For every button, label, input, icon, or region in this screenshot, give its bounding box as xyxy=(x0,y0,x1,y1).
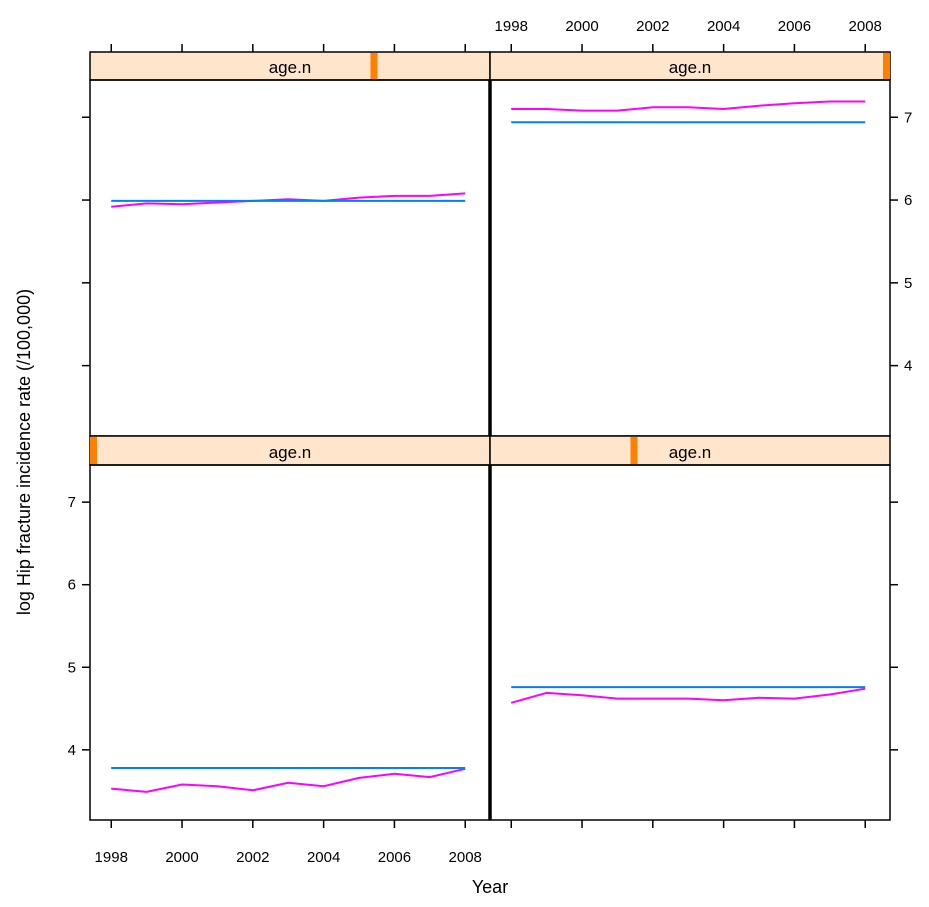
x-tick-label: 2002 xyxy=(236,849,269,866)
panel-top-left: age.n xyxy=(89,51,491,437)
x-tick-label: 2008 xyxy=(849,18,882,35)
panel-frame xyxy=(89,464,491,821)
panels-layer: age.n age.n age.n age.n xyxy=(89,51,891,821)
strip-background xyxy=(489,435,891,466)
y-tick-label: 5 xyxy=(904,275,912,292)
strip-label: age.n xyxy=(269,443,312,462)
x-tick-label: 2006 xyxy=(778,18,811,35)
y-tick-label: 7 xyxy=(904,109,912,126)
strip-level-marker xyxy=(370,53,378,79)
y-tick-label: 7 xyxy=(68,494,76,511)
x-tick-label: 2008 xyxy=(449,849,482,866)
axes-layer: 1998 2000 2002 2004 2006 2008 1998 2000 2002 2004… xyxy=(68,18,913,866)
strip-level-marker xyxy=(883,53,890,79)
strip-label: age.n xyxy=(669,443,712,462)
x-tick-label: 2000 xyxy=(165,849,198,866)
y-tick-label: 4 xyxy=(904,358,912,375)
series-line-magenta xyxy=(111,192,466,208)
panel-frame xyxy=(89,79,491,437)
strip-background xyxy=(89,51,491,81)
x-axis-title: Year xyxy=(472,877,508,897)
panel-bottom-left: age.n xyxy=(89,435,491,821)
panel-bottom-right: age.n xyxy=(489,435,891,821)
y-tick-label: 5 xyxy=(68,659,76,676)
strip-label: age.n xyxy=(669,58,712,77)
series-line-magenta xyxy=(511,100,866,112)
y-tick-label: 4 xyxy=(68,742,76,759)
strip-label: age.n xyxy=(269,58,312,77)
panel-frame xyxy=(489,79,891,437)
x-tick-label: 2006 xyxy=(378,849,411,866)
panel-frame xyxy=(489,464,891,821)
series-line-magenta xyxy=(111,767,466,793)
panel-top-right: age.n xyxy=(489,51,891,437)
y-axis-title: log Hip fracture incidence rate (/100,00… xyxy=(14,289,34,615)
x-tick-label: 2004 xyxy=(307,849,340,866)
strip-level-marker xyxy=(630,437,638,464)
strip-level-marker xyxy=(90,437,97,464)
y-tick-label: 6 xyxy=(904,192,912,209)
y-tick-label: 6 xyxy=(68,577,76,594)
x-tick-label: 2000 xyxy=(565,18,598,35)
series-line-magenta xyxy=(510,687,866,704)
x-tick-label: 2002 xyxy=(636,18,669,35)
x-tick-label: 1998 xyxy=(495,18,528,35)
x-tick-label: 1998 xyxy=(95,849,128,866)
x-tick-label: 2004 xyxy=(707,18,740,35)
